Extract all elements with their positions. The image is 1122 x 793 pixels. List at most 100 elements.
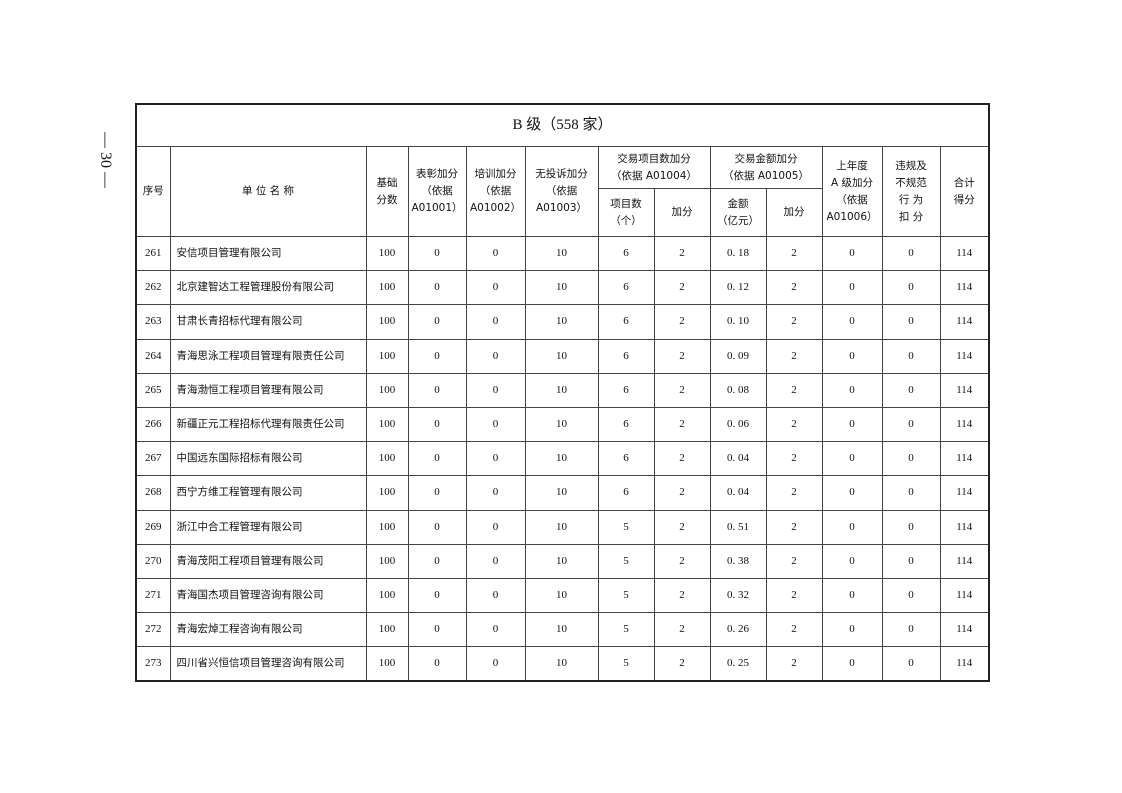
cell-total: 114 [939, 646, 990, 682]
cell-trade-count: 5 [597, 577, 655, 614]
cell-trade-count-bonus: 2 [653, 509, 711, 545]
header-trade-amount-bonus: 加分 [765, 188, 823, 237]
cell-trade-amount-bonus: 2 [765, 441, 823, 477]
cell-base: 100 [365, 338, 409, 374]
cell-trade-count-bonus: 2 [653, 577, 711, 614]
cell-index: 267 [135, 441, 171, 477]
page-number-text: — 30 — [97, 132, 114, 188]
header-commend: 表彰加分 （依据 A01001） [407, 146, 467, 237]
cell-trade-count-bonus: 2 [653, 270, 711, 306]
cell-name: 青海思泳工程项目管理有限责任公司 [169, 338, 367, 374]
cell-index: 266 [135, 406, 171, 443]
table-row: 267 中国远东国际招标有限公司 100 0 0 10 6 2 0. 04 2 0 0 114 [135, 441, 990, 477]
cell-commend: 0 [407, 543, 467, 579]
cell-trade-amount: 0. 12 [709, 270, 767, 306]
cell-name: 青海茂阳工程项目管理有限公司 [169, 543, 367, 579]
cell-base: 100 [365, 543, 409, 579]
cell-name: 北京建智达工程管理股份有限公司 [169, 270, 367, 306]
cell-training: 0 [465, 270, 526, 306]
cell-trade-amount-bonus: 2 [765, 338, 823, 374]
header-last-year-a: 上年度 A 级加分 （依据 A01006） [821, 146, 883, 237]
cell-last-year-a: 0 [821, 270, 883, 306]
table-row: 265 青海渤恒工程项目管理有限公司 100 0 0 10 6 2 0. 08 2 0 0 114 [135, 372, 990, 408]
cell-base: 100 [365, 475, 409, 511]
cell-violation: 0 [881, 646, 941, 682]
cell-last-year-a: 0 [821, 612, 883, 648]
cell-commend: 0 [407, 406, 467, 443]
cell-training: 0 [465, 304, 526, 340]
cell-name: 新疆正元工程招标代理有限责任公司 [169, 406, 367, 443]
cell-trade-count-bonus: 2 [653, 406, 711, 443]
cell-commend: 0 [407, 270, 467, 306]
cell-trade-amount: 0. 04 [709, 441, 767, 477]
cell-trade-amount-bonus: 2 [765, 646, 823, 682]
cell-total: 114 [939, 441, 990, 477]
header-trade-amount-group: 交易金额加分 （依据 A01005） [709, 146, 823, 189]
cell-no-complaint: 10 [524, 270, 599, 306]
cell-total: 114 [939, 475, 990, 511]
cell-trade-amount-bonus: 2 [765, 235, 823, 272]
header-training: 培训加分 （依据 A01002） [465, 146, 526, 237]
cell-last-year-a: 0 [821, 304, 883, 340]
cell-violation: 0 [881, 372, 941, 408]
cell-training: 0 [465, 441, 526, 477]
cell-no-complaint: 10 [524, 304, 599, 340]
cell-violation: 0 [881, 612, 941, 648]
cell-commend: 0 [407, 475, 467, 511]
cell-no-complaint: 10 [524, 235, 599, 272]
page-number: — 30 — [88, 120, 122, 200]
cell-trade-amount: 0. 51 [709, 509, 767, 545]
cell-base: 100 [365, 304, 409, 340]
cell-trade-amount-bonus: 2 [765, 304, 823, 340]
cell-trade-count: 6 [597, 304, 655, 340]
cell-trade-amount: 0. 25 [709, 646, 767, 682]
cell-last-year-a: 0 [821, 577, 883, 614]
cell-trade-amount: 0. 04 [709, 475, 767, 511]
cell-no-complaint: 10 [524, 646, 599, 682]
table-title: B 级（558 家） [135, 103, 990, 147]
header-trade-count-bonus: 加分 [653, 188, 711, 237]
cell-index: 273 [135, 646, 171, 682]
cell-index: 265 [135, 372, 171, 408]
cell-last-year-a: 0 [821, 406, 883, 443]
cell-training: 0 [465, 338, 526, 374]
cell-training: 0 [465, 612, 526, 648]
cell-violation: 0 [881, 509, 941, 545]
cell-commend: 0 [407, 372, 467, 408]
cell-name: 安信项目管理有限公司 [169, 235, 367, 272]
cell-violation: 0 [881, 235, 941, 272]
cell-name: 青海渤恒工程项目管理有限公司 [169, 372, 367, 408]
cell-trade-count: 6 [597, 475, 655, 511]
cell-index: 261 [135, 235, 171, 272]
cell-last-year-a: 0 [821, 338, 883, 374]
cell-name: 青海宏焯工程咨询有限公司 [169, 612, 367, 648]
cell-trade-amount: 0. 06 [709, 406, 767, 443]
cell-training: 0 [465, 646, 526, 682]
cell-name: 中国远东国际招标有限公司 [169, 441, 367, 477]
cell-trade-amount: 0. 38 [709, 543, 767, 579]
cell-trade-count: 6 [597, 338, 655, 374]
cell-trade-count-bonus: 2 [653, 475, 711, 511]
cell-index: 272 [135, 612, 171, 648]
cell-base: 100 [365, 646, 409, 682]
cell-index: 270 [135, 543, 171, 579]
cell-base: 100 [365, 406, 409, 443]
cell-no-complaint: 10 [524, 543, 599, 579]
cell-last-year-a: 0 [821, 475, 883, 511]
cell-training: 0 [465, 577, 526, 614]
cell-violation: 0 [881, 475, 941, 511]
cell-trade-count-bonus: 2 [653, 372, 711, 408]
cell-commend: 0 [407, 577, 467, 614]
header-base: 基础 分数 [365, 146, 409, 237]
cell-training: 0 [465, 509, 526, 545]
cell-trade-count: 6 [597, 441, 655, 477]
cell-total: 114 [939, 372, 990, 408]
cell-no-complaint: 10 [524, 441, 599, 477]
cell-trade-amount: 0. 09 [709, 338, 767, 374]
header-trade-count-group: 交易项目数加分 （依据 A01004） [597, 146, 711, 189]
header-index: 序号 [135, 146, 171, 237]
cell-trade-amount: 0. 26 [709, 612, 767, 648]
cell-commend: 0 [407, 646, 467, 682]
cell-name: 西宁方维工程管理有限公司 [169, 475, 367, 511]
header-no-complaint: 无投诉加分 （依据 A01003） [524, 146, 599, 237]
